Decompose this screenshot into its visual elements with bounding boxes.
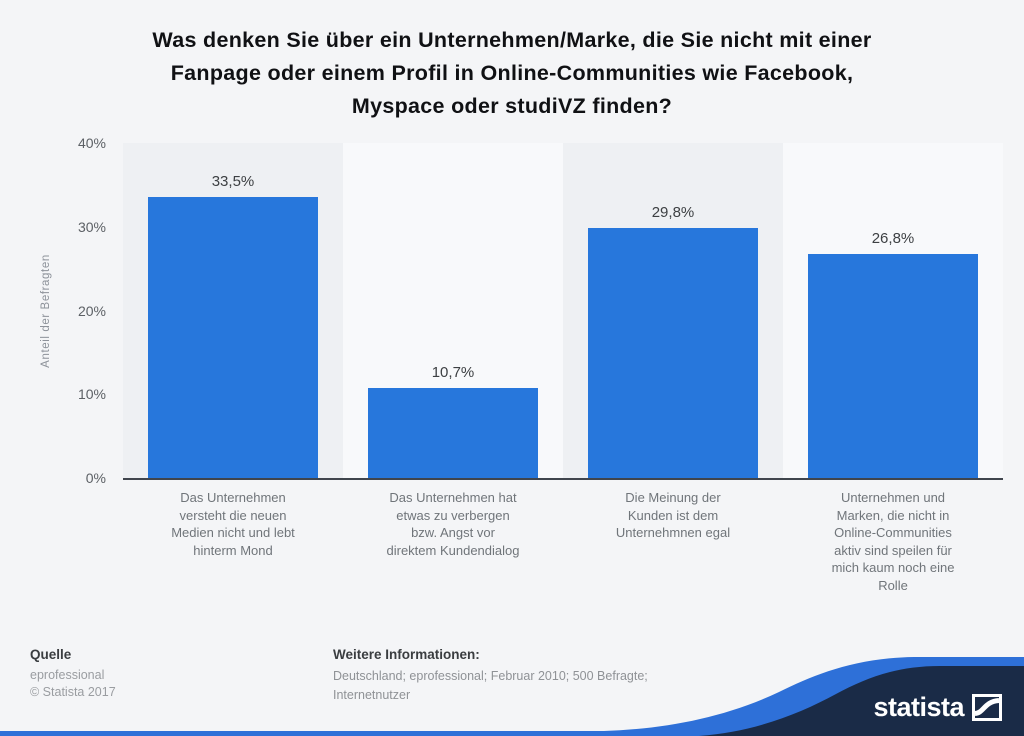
info-block: Weitere Informationen: Deutschland; epro… — [333, 647, 713, 705]
bar — [368, 388, 538, 478]
y-tick-label: 0% — [85, 470, 106, 486]
copyright-line: © Statista 2017 — [30, 685, 116, 699]
bar-value-label: 10,7% — [431, 364, 475, 382]
column-band: 26,8% — [783, 143, 1003, 478]
info-line-2: Internetnutzer — [333, 688, 411, 702]
y-axis-ticks: 0% 10% 20% 30% 40% — [0, 135, 106, 486]
bar-value-label: 33,5% — [211, 173, 255, 191]
y-tick-label: 20% — [77, 302, 106, 319]
statista-wave — [604, 657, 1024, 736]
info-line-1: Deutschland; eprofessional; Februar 2010… — [333, 669, 648, 683]
category-label: Unternehmen und Marken, die nicht in Onl… — [831, 490, 955, 593]
source-block: Quelle eprofessional © Statista 2017 — [30, 647, 116, 701]
bar-value-label: 29,8% — [651, 204, 695, 222]
category-label: Das Unternehmen hat etwas zu verbergen b… — [386, 490, 520, 558]
column-band: 33,5% — [123, 143, 343, 478]
bar-value-label: 26,8% — [871, 229, 915, 247]
chart-title-line-1: Was denken Sie über ein Unternehmen/Mark… — [152, 28, 872, 52]
column-band: 29,8% — [563, 143, 783, 478]
y-tick-label: 40% — [77, 135, 106, 151]
statista-wordmark: statista — [873, 692, 964, 722]
chart-title-line-2: Fanpage oder einem Profil in Online-Comm… — [170, 61, 854, 85]
bottom-accent-strip — [0, 731, 1024, 736]
wave-navy-body — [699, 666, 1024, 736]
y-tick-label: 30% — [77, 218, 106, 235]
chart-title-line-3: Myspace oder studiVZ finden? — [351, 94, 673, 118]
source-heading: Quelle — [30, 647, 72, 662]
bar — [148, 197, 318, 478]
statista-logo: statista — [873, 694, 1002, 721]
source-line: eprofessional — [30, 668, 105, 682]
plot-area: 33,5% 10,7% 29,8% 26,8% — [123, 143, 1003, 480]
info-heading: Weitere Informationen: — [333, 647, 480, 662]
bar — [808, 253, 978, 478]
column-band: 10,7% — [343, 143, 563, 478]
statista-square-icon — [972, 694, 1002, 721]
category-label: Die Meinung der Kunden ist dem Unternehm… — [615, 490, 731, 540]
y-tick-label: 10% — [77, 386, 106, 403]
bar — [588, 228, 758, 478]
chart-title: Was denken Sie über ein Unternehmen/Mark… — [50, 24, 974, 123]
category-label: Das Unternehmen versteht die neuen Medie… — [171, 490, 295, 558]
x-axis-labels: Das Unternehmen versteht die neuen Medie… — [123, 489, 1003, 594]
